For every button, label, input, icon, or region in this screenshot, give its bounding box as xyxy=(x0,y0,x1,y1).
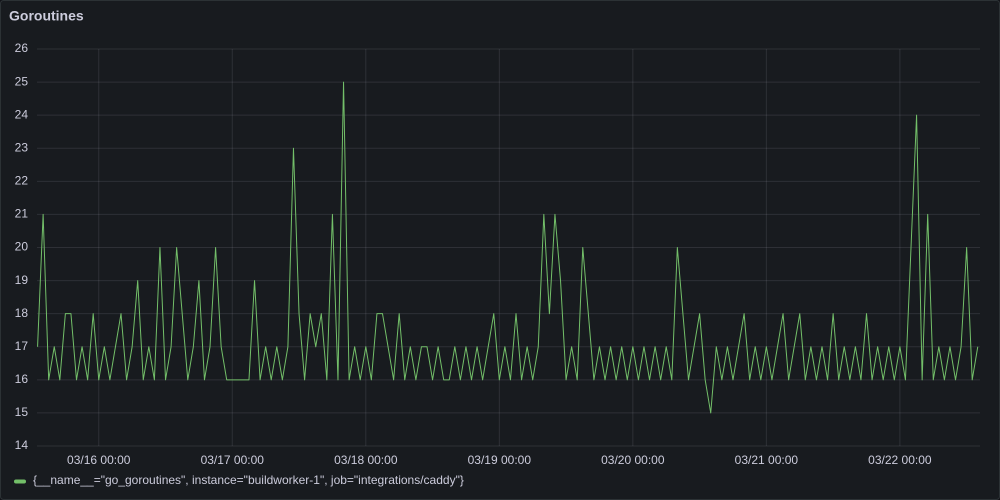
x-tick-label: 03/19 00:00 xyxy=(468,453,532,467)
y-tick-label: 19 xyxy=(15,273,29,287)
x-tick-label: 03/18 00:00 xyxy=(334,453,398,467)
y-tick-label: 18 xyxy=(15,306,29,320)
y-tick-label: 21 xyxy=(15,207,29,221)
y-tick-label: 17 xyxy=(15,339,29,353)
legend-label[interactable]: {__name__="go_goroutines", instance="bui… xyxy=(33,473,464,487)
y-tick-label: 16 xyxy=(15,372,29,386)
x-tick-label: 03/20 00:00 xyxy=(601,453,665,467)
x-tick-label: 03/16 00:00 xyxy=(67,453,131,467)
series-line xyxy=(37,81,979,414)
x-tick-label: 03/22 00:00 xyxy=(868,453,932,467)
y-tick-label: 22 xyxy=(15,174,29,188)
x-tick-label: 03/17 00:00 xyxy=(201,453,265,467)
panel-title: Goroutines xyxy=(9,8,84,24)
y-tick-label: 26 xyxy=(15,41,29,55)
y-tick-label: 23 xyxy=(15,140,29,154)
legend-swatch[interactable] xyxy=(14,479,26,484)
y-tick-label: 25 xyxy=(15,74,29,88)
y-tick-label: 24 xyxy=(15,107,29,121)
y-tick-label: 20 xyxy=(15,240,29,254)
y-tick-label: 15 xyxy=(15,405,29,419)
x-tick-label: 03/21 00:00 xyxy=(735,453,799,467)
y-tick-label: 14 xyxy=(15,438,29,452)
